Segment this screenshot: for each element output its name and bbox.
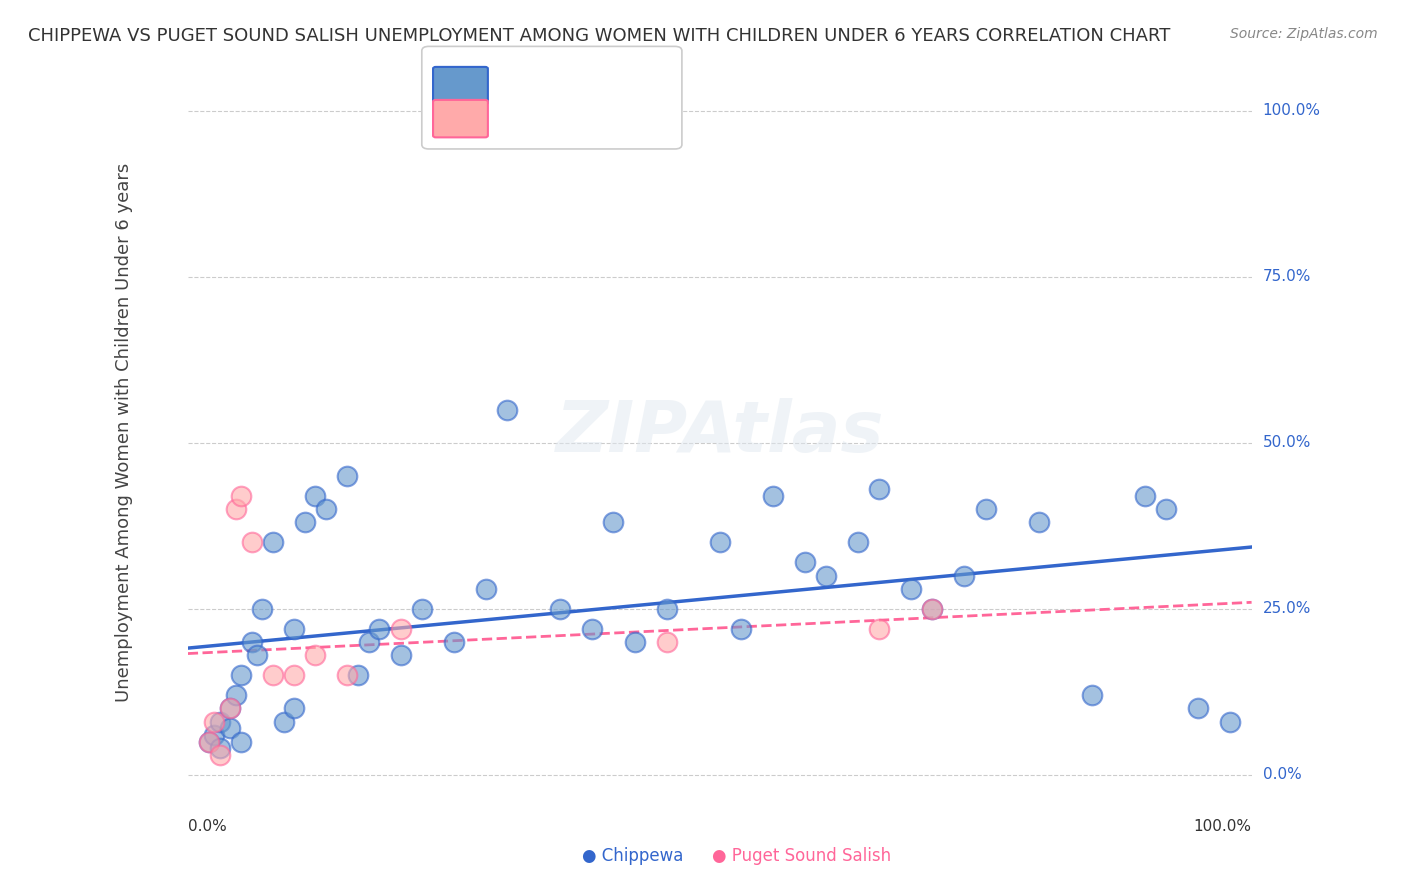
Point bbox=[283, 668, 305, 682]
Text: Source: ZipAtlas.com: Source: ZipAtlas.com bbox=[1230, 27, 1378, 41]
Point bbox=[974, 502, 997, 516]
Point bbox=[336, 668, 359, 682]
Point bbox=[304, 489, 326, 503]
Point bbox=[581, 622, 603, 636]
Point bbox=[815, 568, 838, 582]
Point bbox=[208, 741, 231, 756]
Point bbox=[294, 516, 316, 530]
Point bbox=[283, 701, 305, 715]
Text: R = 0.643   N = 50: R = 0.643 N = 50 bbox=[492, 76, 662, 94]
Point bbox=[389, 648, 412, 663]
Point bbox=[262, 668, 284, 682]
Point bbox=[347, 668, 370, 682]
Point bbox=[474, 582, 496, 596]
Text: 75.0%: 75.0% bbox=[1263, 269, 1310, 285]
Point bbox=[921, 602, 943, 616]
Point bbox=[198, 734, 221, 748]
Point bbox=[240, 635, 263, 649]
Point bbox=[262, 535, 284, 549]
Point bbox=[229, 668, 252, 682]
Text: 0.0%: 0.0% bbox=[188, 819, 226, 834]
Point bbox=[219, 701, 242, 715]
Point bbox=[655, 602, 678, 616]
Point bbox=[548, 602, 571, 616]
Text: 50.0%: 50.0% bbox=[1263, 435, 1310, 450]
Point bbox=[273, 714, 295, 729]
Point bbox=[202, 728, 225, 742]
Point bbox=[953, 568, 976, 582]
Point bbox=[225, 688, 247, 702]
Point bbox=[283, 622, 305, 636]
Point bbox=[793, 555, 815, 569]
Point bbox=[389, 622, 412, 636]
Point bbox=[219, 722, 242, 736]
Text: 25.0%: 25.0% bbox=[1263, 601, 1310, 616]
Point bbox=[443, 635, 465, 649]
Point bbox=[304, 648, 326, 663]
Text: ● Chippewa: ● Chippewa bbox=[582, 847, 683, 865]
Point bbox=[336, 469, 359, 483]
Text: ZIPAtlas: ZIPAtlas bbox=[555, 399, 884, 467]
Point bbox=[868, 483, 890, 497]
Point bbox=[709, 535, 731, 549]
Point bbox=[762, 489, 785, 503]
Point bbox=[1187, 701, 1209, 715]
Point bbox=[623, 635, 645, 649]
Point bbox=[219, 701, 242, 715]
Text: R =  0.169   N = 15: R = 0.169 N = 15 bbox=[492, 109, 668, 127]
Point bbox=[602, 516, 624, 530]
Text: 100.0%: 100.0% bbox=[1263, 103, 1320, 118]
Point bbox=[411, 602, 433, 616]
Point bbox=[1135, 489, 1157, 503]
Point bbox=[315, 502, 337, 516]
Point bbox=[496, 402, 519, 417]
Point bbox=[229, 489, 252, 503]
Point bbox=[357, 635, 380, 649]
Point bbox=[1081, 688, 1104, 702]
Point bbox=[846, 535, 869, 549]
Point bbox=[655, 635, 678, 649]
Point bbox=[225, 502, 247, 516]
Text: 100.0%: 100.0% bbox=[1194, 819, 1251, 834]
Point bbox=[208, 747, 231, 762]
Text: Unemployment Among Women with Children Under 6 years: Unemployment Among Women with Children U… bbox=[115, 163, 134, 702]
Point bbox=[229, 734, 252, 748]
Point bbox=[368, 622, 391, 636]
Point bbox=[730, 622, 752, 636]
Point bbox=[198, 734, 221, 748]
Point bbox=[246, 648, 269, 663]
Point bbox=[252, 602, 274, 616]
Point bbox=[240, 535, 263, 549]
Point bbox=[868, 622, 890, 636]
Point bbox=[208, 714, 231, 729]
Text: CHIPPEWA VS PUGET SOUND SALISH UNEMPLOYMENT AMONG WOMEN WITH CHILDREN UNDER 6 YE: CHIPPEWA VS PUGET SOUND SALISH UNEMPLOYM… bbox=[28, 27, 1170, 45]
Text: ● Puget Sound Salish: ● Puget Sound Salish bbox=[711, 847, 891, 865]
Point bbox=[202, 714, 225, 729]
Text: 0.0%: 0.0% bbox=[1263, 767, 1302, 782]
Point bbox=[900, 582, 922, 596]
Point bbox=[1028, 516, 1050, 530]
Point bbox=[1156, 502, 1178, 516]
Point bbox=[921, 602, 943, 616]
Point bbox=[1219, 714, 1241, 729]
